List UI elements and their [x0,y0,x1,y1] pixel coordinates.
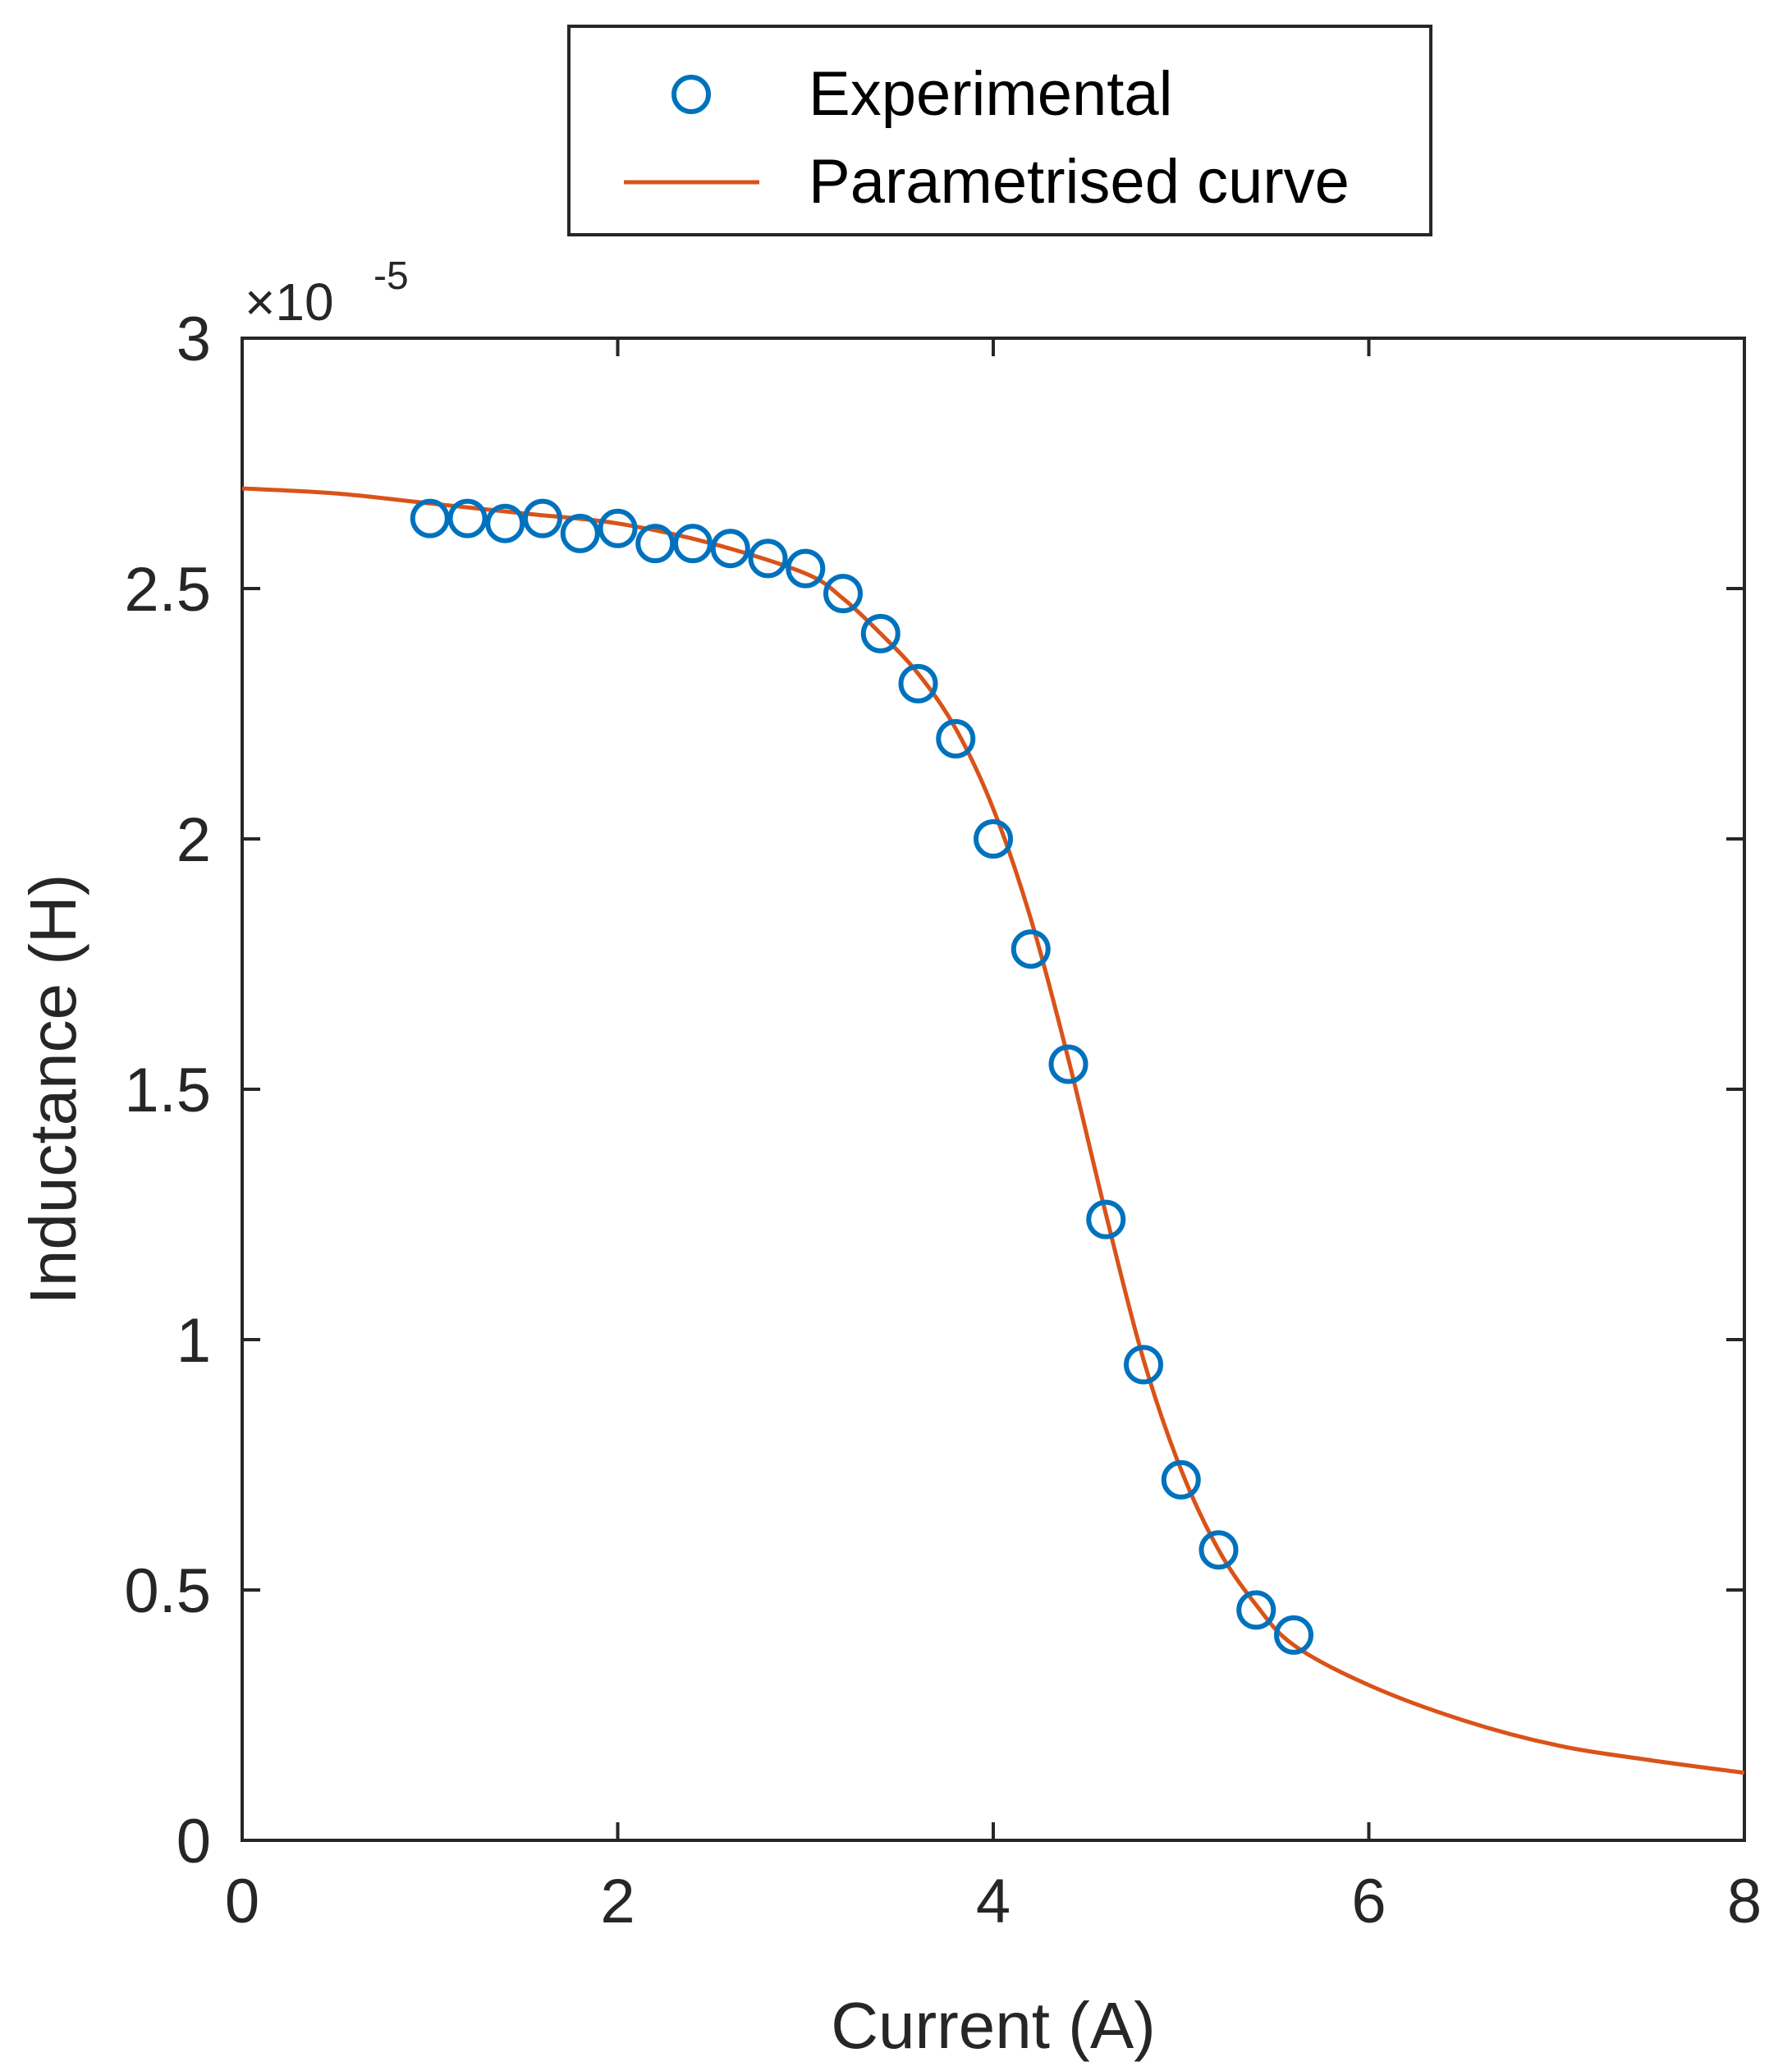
x-tick-label: 4 [976,1867,1011,1936]
x-tick-labels: 0 2 4 6 8 [225,1867,1762,1936]
y-tick-label: 0.5 [124,1556,211,1626]
experimental-point [1048,1044,1088,1084]
experimental-markers [410,498,1313,1655]
experimental-point [410,498,450,538]
experimental-point [1086,1199,1126,1239]
x-tick-label: 6 [1351,1867,1386,1936]
experimental-point [860,613,901,653]
experimental-point [786,548,826,589]
x-axis-title: Current (A) [831,1989,1156,2062]
experimental-point [1236,1590,1276,1630]
experimental-point [635,524,676,564]
ticks [241,337,1746,1842]
experimental-point [748,538,788,579]
experimental-point [485,503,525,543]
experimental-point [673,524,713,564]
experimental-point [1198,1530,1239,1570]
experimental-point [710,529,750,569]
experimental-point [598,508,638,548]
experimental-point [1011,929,1051,969]
experimental-point [823,574,863,614]
legend: Experimental Parametrised curve [567,25,1432,236]
legend-marker-experimental [671,75,711,114]
y-tick-labels: 0 0.5 1 1.5 2 2.5 3 [124,305,211,1876]
parametrised-curve-line [241,486,1745,1775]
legend-label-experimental: Experimental [809,59,1173,129]
experimental-point [523,498,562,538]
experimental-point [447,498,488,538]
legend-label-curve: Parametrised curve [809,147,1350,217]
experimental-point [898,663,938,703]
y-axis-title: Inductance (H) [16,874,89,1305]
experimental-point [1124,1345,1163,1385]
experimental-point [560,513,600,553]
y-tick-label: 0 [176,1807,211,1876]
x-tick-label: 8 [1727,1867,1762,1936]
experimental-point [936,719,976,758]
y-exponent-power: -5 [374,254,409,298]
y-tick-label: 1.5 [124,1056,211,1125]
experimental-point [1274,1615,1313,1655]
y-exponent-base: ×10 [245,273,334,332]
x-tick-label: 2 [600,1867,635,1936]
y-exponent-label: ×10 -5 [245,254,409,332]
plot-area-frame [241,337,1746,1842]
experimental-point [974,819,1013,859]
y-tick-label: 2 [176,805,211,875]
y-tick-label: 1 [176,1306,211,1376]
y-tick-label: 3 [176,305,211,374]
experimental-point [1161,1459,1201,1500]
legend-box [567,25,1432,236]
x-tick-label: 0 [225,1867,259,1936]
y-tick-label: 2.5 [124,555,211,625]
